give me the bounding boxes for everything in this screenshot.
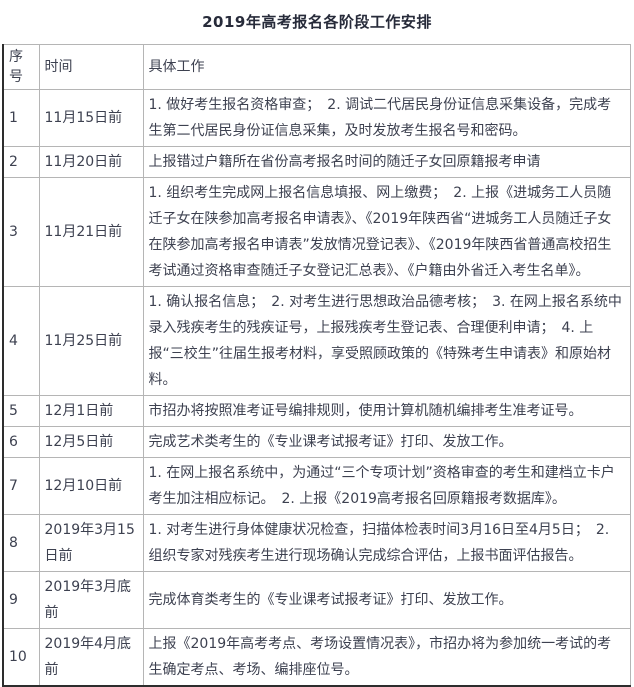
cell-work: 完成体育类考生的《专业课考试报考证》打印、发放工作。 (142, 571, 631, 629)
table-row: 4 11月25日前 1. 确认报名信息； 2. 对考生进行思想政治品德考核； 3… (2, 286, 631, 396)
cell-time: 2019年3月底前 (38, 571, 144, 629)
table-header-row: 序号 时间 具体工作 (2, 44, 631, 90)
cell-work: 1. 确认报名信息； 2. 对考生进行思想政治品德考核； 3. 在网上报名系统中… (142, 286, 631, 396)
column-header-time: 时间 (38, 44, 144, 90)
table-row: 9 2019年3月底前 完成体育类考生的《专业课考试报考证》打印、发放工作。 (2, 571, 631, 629)
cell-no: 10 (2, 628, 40, 687)
cell-work: 1. 做好考生报名资格审查； 2. 调试二代居民身份证信息采集设备，完成考生第二… (142, 89, 631, 147)
cell-time: 12月10日前 (38, 457, 144, 515)
cell-work: 1. 组织考生完成网上报名信息填报、网上缴费； 2. 上报《进城务工人员随迁子女… (142, 177, 631, 287)
cell-time: 12月1日前 (38, 395, 144, 427)
table-row: 3 11月21日前 1. 组织考生完成网上报名信息填报、网上缴费； 2. 上报《… (2, 177, 631, 287)
cell-work: 市招办将按照准考证号编排规则，使用计算机随机编排考生准考证号。 (142, 395, 631, 427)
cell-no: 8 (2, 514, 40, 572)
cell-time: 11月15日前 (38, 89, 144, 147)
table-row: 5 12月1日前 市招办将按照准考证号编排规则，使用计算机随机编排考生准考证号。 (2, 395, 631, 427)
cell-time: 11月25日前 (38, 286, 144, 396)
table-row: 8 2019年3月15日前 1. 对考生进行身体健康状况检查，扫描体检表时间3月… (2, 514, 631, 572)
cell-work: 1. 在网上报名系统中，为通过“三个专项计划”资格审查的考生和建档立卡户考生加注… (142, 457, 631, 515)
table-row: 6 12月5日前 完成艺术类考生的《专业课考试报考证》打印、发放工作。 (2, 426, 631, 458)
schedule-table: 序号 时间 具体工作 1 11月15日前 1. 做好考生报名资格审查； 2. 调… (2, 44, 631, 687)
cell-no: 7 (2, 457, 40, 515)
cell-work: 完成艺术类考生的《专业课考试报考证》打印、发放工作。 (142, 426, 631, 458)
table-row: 2 11月20日前 上报错过户籍所在省份高考报名时间的随迁子女回原籍报考申请 (2, 146, 631, 178)
column-header-no: 序号 (2, 44, 40, 90)
cell-no: 9 (2, 571, 40, 629)
cell-work: 上报错过户籍所在省份高考报名时间的随迁子女回原籍报考申请 (142, 146, 631, 178)
column-header-work: 具体工作 (142, 44, 631, 90)
cell-no: 3 (2, 177, 40, 287)
table-row: 7 12月10日前 1. 在网上报名系统中，为通过“三个专项计划”资格审查的考生… (2, 457, 631, 515)
cell-no: 6 (2, 426, 40, 458)
table-row: 1 11月15日前 1. 做好考生报名资格审查； 2. 调试二代居民身份证信息采… (2, 89, 631, 147)
cell-time: 11月20日前 (38, 146, 144, 178)
cell-time: 12月5日前 (38, 426, 144, 458)
cell-work: 上报《2019年高考考点、考场设置情况表》，市招办将为参加统一考试的考生确定考点… (142, 628, 631, 687)
cell-no: 5 (2, 395, 40, 427)
cell-no: 2 (2, 146, 40, 178)
cell-work: 1. 对考生进行身体健康状况检查，扫描体检表时间3月16日至4月5日； 2. 组… (142, 514, 631, 572)
cell-no: 4 (2, 286, 40, 396)
cell-time: 2019年4月底前 (38, 628, 144, 687)
cell-time: 11月21日前 (38, 177, 144, 287)
cell-time: 2019年3月15日前 (38, 514, 144, 572)
table-row: 10 2019年4月底前 上报《2019年高考考点、考场设置情况表》，市招办将为… (2, 628, 631, 687)
cell-no: 1 (2, 89, 40, 147)
page-title: 2019年高考报名各阶段工作安排 (202, 13, 432, 31)
